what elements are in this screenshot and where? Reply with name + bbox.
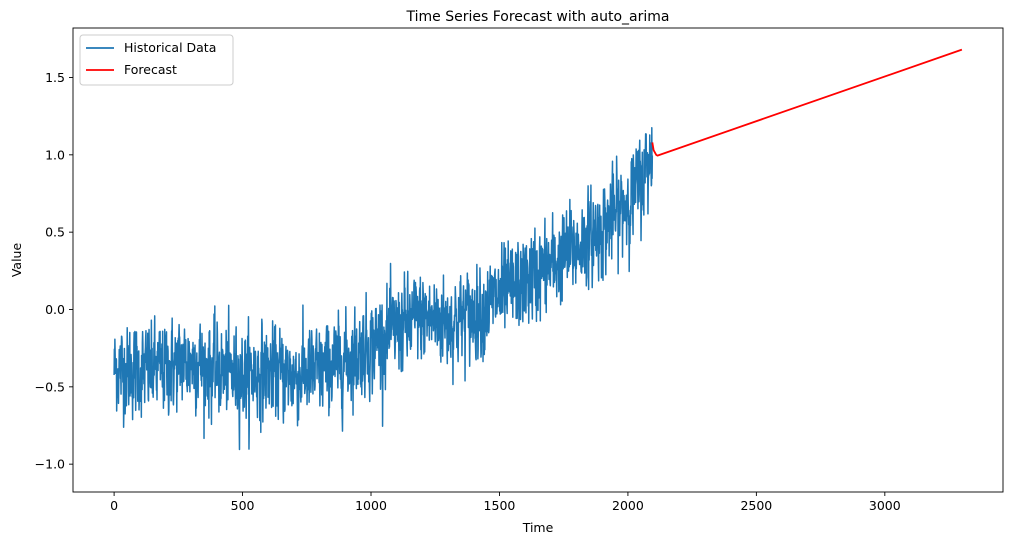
- y-tick-label: 0.5: [45, 225, 65, 240]
- x-tick-label: 0: [110, 498, 118, 513]
- plot-area: [72, 27, 1004, 493]
- x-tick-label: 2500: [740, 498, 772, 513]
- legend-historical-label: Historical Data: [124, 40, 216, 55]
- chart-title: Time Series Forecast with auto_arima: [405, 9, 669, 25]
- x-tick-label: 1000: [355, 498, 387, 513]
- plot-frame: [72, 27, 1004, 493]
- x-tick-label: 2000: [612, 498, 644, 513]
- x-tick-label: 500: [231, 498, 255, 513]
- y-tick-label: 0.0: [45, 302, 65, 317]
- legend-box: [79, 34, 234, 86]
- x-axis-label: Time: [522, 520, 554, 535]
- y-tick-label: 1.0: [45, 147, 65, 162]
- y-tick-label: −0.5: [35, 379, 65, 394]
- series-forecast-line: [651, 48, 963, 157]
- plot-background: [73, 28, 1003, 492]
- x-tick-label: 1500: [484, 498, 516, 513]
- y-axis-label: Value: [9, 243, 24, 278]
- y-tick-label: 1.5: [45, 70, 65, 85]
- series-layer: [113, 48, 963, 451]
- series-historical-data-line: [113, 127, 654, 451]
- y-tick-label: −1.0: [35, 457, 65, 472]
- x-axis: 0 500 1000 1500 2000 2500 3000: [110, 492, 901, 513]
- legend-forecast-label: Forecast: [124, 62, 177, 77]
- y-axis: −1.0 −0.5 0.0 0.5 1.0 1.5: [35, 70, 73, 472]
- legend: Historical Data Forecast: [79, 34, 234, 86]
- x-tick-label: 3000: [869, 498, 901, 513]
